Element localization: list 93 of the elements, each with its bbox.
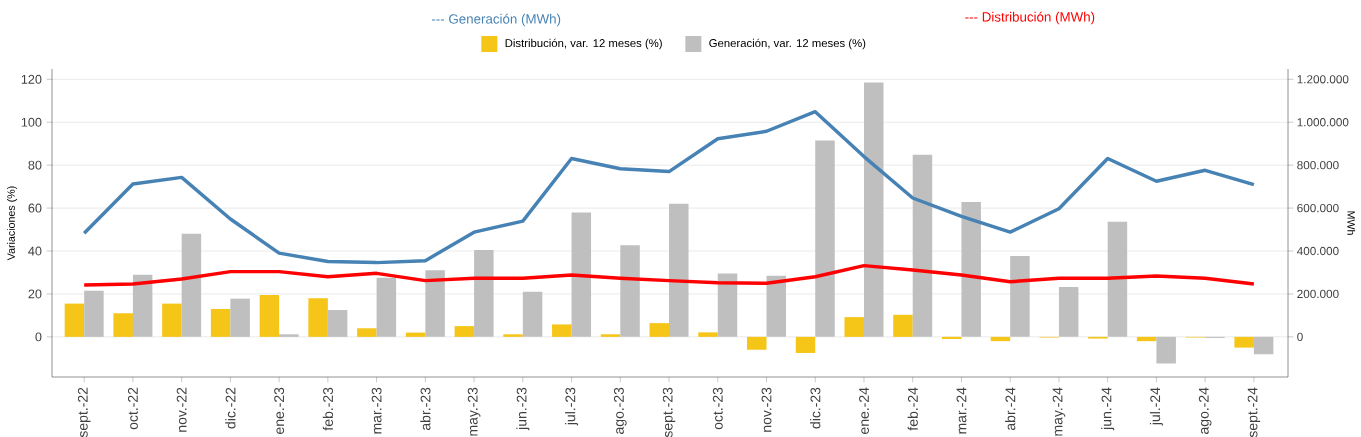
y2-tick-label: 400.000 xyxy=(1296,246,1339,256)
bar xyxy=(503,334,523,337)
bar xyxy=(620,245,640,337)
x-tick-label: sept.-24 xyxy=(1247,387,1261,437)
bar xyxy=(454,326,475,337)
x-tick-label: may.-24 xyxy=(1052,387,1066,436)
bar xyxy=(1136,336,1157,342)
y-tick-label: 80 xyxy=(28,160,42,170)
bar xyxy=(308,298,328,337)
x-tick-label: jul.-24 xyxy=(1149,387,1163,426)
bar xyxy=(259,295,280,337)
bar xyxy=(600,334,621,337)
x-tick-label: feb.-23 xyxy=(322,387,334,431)
y2-tick-label: 800.000 xyxy=(1297,161,1339,170)
x-tick-label: mar.-24 xyxy=(956,387,967,434)
bar xyxy=(181,233,202,337)
x-tick-label: feb.-24 xyxy=(907,387,918,431)
bar xyxy=(376,277,397,337)
bar xyxy=(405,332,426,337)
bar xyxy=(990,336,1011,342)
x-tick-label: may.-23 xyxy=(467,387,481,436)
y2-axis-title: MWh xyxy=(1347,211,1356,235)
bar xyxy=(162,303,182,337)
bar xyxy=(669,203,689,337)
x-tick-label: sept.-22 xyxy=(77,387,91,437)
x-tick-label: mar.-23 xyxy=(371,387,382,434)
bar xyxy=(863,82,884,337)
bar xyxy=(552,324,572,337)
bar xyxy=(132,274,153,337)
bar xyxy=(766,275,786,337)
y-tick-label: 100 xyxy=(21,117,42,127)
bar xyxy=(210,308,231,337)
legend-label: Distribución, var. 12 meses (%) xyxy=(505,38,662,50)
bar xyxy=(844,317,864,337)
y2-tick-label: 200.000 xyxy=(1297,289,1339,299)
x-tick-label: nov.-23 xyxy=(761,387,772,432)
x-tick-label: dic.-23 xyxy=(810,387,821,429)
bar xyxy=(815,140,835,337)
bar xyxy=(357,328,377,337)
x-tick-label: abr.-24 xyxy=(1005,387,1016,431)
bar xyxy=(1010,255,1030,337)
line-series xyxy=(82,109,1256,265)
y-tick-label: 60 xyxy=(28,203,42,213)
bar xyxy=(961,202,981,337)
bar xyxy=(1058,287,1079,337)
y-tick-label: 0 xyxy=(35,332,42,342)
bar xyxy=(795,336,816,353)
x-tick-label: oct.-22 xyxy=(127,387,138,430)
bar xyxy=(941,336,962,340)
x-tick-label: ene.-24 xyxy=(859,387,869,434)
y-axis-title: Variaciones (%) xyxy=(7,186,18,261)
y2-tick-label: 1.200.000 xyxy=(1297,75,1349,84)
y-tick-label: 20 xyxy=(28,289,42,299)
y2-tick-label: 0 xyxy=(1297,332,1303,342)
bar xyxy=(64,303,85,337)
x-tick-label: jun.-23 xyxy=(516,387,530,431)
bar xyxy=(113,313,133,337)
bar xyxy=(1107,221,1128,337)
y-tick-label: 120 xyxy=(21,74,42,84)
bar xyxy=(1253,336,1274,355)
text: --- Distribución (MWh) xyxy=(965,11,1095,25)
bar xyxy=(571,212,592,337)
bar xyxy=(698,332,718,337)
x-tick-label: sept.-23 xyxy=(662,387,676,437)
x-tick-label: jul.-23 xyxy=(565,387,579,426)
x-tick-label: dic.-22 xyxy=(225,387,236,429)
x-tick-label: ago.-23 xyxy=(613,387,627,434)
bar xyxy=(522,291,543,337)
bar xyxy=(649,323,670,337)
x-tick-label: jun.-24 xyxy=(1101,387,1115,431)
x-tick-label: oct.-23 xyxy=(712,387,723,430)
x-tick-label: ago.-24 xyxy=(1198,387,1212,434)
bar xyxy=(230,298,250,337)
line-series xyxy=(82,263,1256,287)
bar xyxy=(893,314,913,337)
x-tick-label: abr.-23 xyxy=(420,387,431,431)
bar xyxy=(425,270,445,337)
bar xyxy=(912,154,933,337)
y-tick-label: 40 xyxy=(28,246,42,256)
bar xyxy=(84,290,104,337)
bar xyxy=(1234,336,1254,348)
bar xyxy=(327,310,348,337)
bar xyxy=(279,334,299,337)
bar xyxy=(1156,336,1176,364)
legend-label: Generación, var. 12 meses (%) xyxy=(709,38,866,50)
text: --- Generación (MWh) xyxy=(431,13,561,27)
y2-tick-label: 600.000 xyxy=(1297,203,1339,213)
x-tick-label: nov.-22 xyxy=(176,387,187,432)
bar xyxy=(747,336,767,350)
bar xyxy=(717,273,738,337)
y2-tick-label: 1.000.000 xyxy=(1297,118,1349,127)
x-tick-label: ene.-23 xyxy=(274,387,285,434)
bar xyxy=(474,249,494,337)
